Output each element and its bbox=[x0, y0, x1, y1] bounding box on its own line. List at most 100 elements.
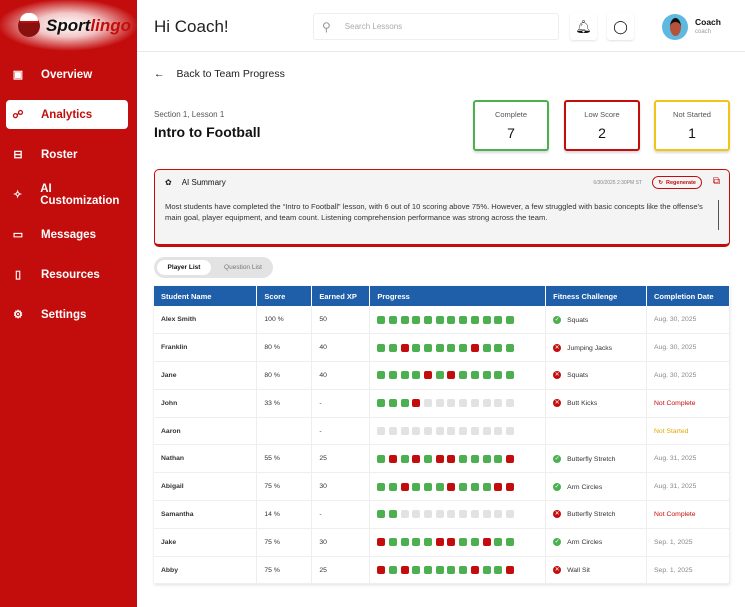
scrollbar[interactable] bbox=[718, 200, 719, 230]
earned-xp: - bbox=[311, 417, 371, 446]
sidebar-item-label: Analytics bbox=[41, 108, 93, 121]
earned-xp: - bbox=[311, 500, 371, 529]
sidebar-item-roster[interactable]: ⊟ Roster bbox=[6, 140, 128, 169]
progress-square-correct bbox=[470, 482, 479, 491]
column-header[interactable]: Student Name bbox=[154, 286, 258, 306]
fitness-challenge bbox=[545, 417, 648, 446]
completion-date: Aug. 30, 2025 bbox=[646, 306, 730, 335]
tab-player-list[interactable]: Player List bbox=[157, 260, 211, 275]
x-icon: ✕ bbox=[553, 399, 562, 408]
sidebar-item-analytics[interactable]: ☍ Analytics bbox=[6, 100, 128, 129]
progress-square-pending bbox=[412, 427, 421, 436]
score: 75 % bbox=[256, 528, 313, 557]
progress-square-correct bbox=[424, 482, 433, 491]
progress-square-correct bbox=[389, 538, 397, 547]
sidebar-item-messages[interactable]: ▭ Messages bbox=[6, 220, 128, 249]
completion-date: Not Complete bbox=[646, 500, 730, 529]
score: 14 % bbox=[256, 500, 313, 529]
progress bbox=[369, 333, 547, 363]
column-header[interactable]: Earned XP bbox=[311, 286, 371, 306]
progress-square-incorrect bbox=[435, 454, 444, 463]
back-link[interactable]: ← Back to Team Progress bbox=[154, 68, 285, 80]
column-header[interactable]: Completion Date bbox=[646, 286, 730, 306]
sidebar: Sportlingo ▣ Overview ☍ Analytics ⊟ Roster ✧ AI… bbox=[0, 0, 137, 607]
avatar[interactable] bbox=[662, 14, 688, 40]
fitness-name: Squats bbox=[567, 372, 589, 380]
table-row[interactable]: Aaron - Not Started bbox=[154, 417, 730, 446]
progress-square-pending bbox=[424, 399, 433, 408]
progress-square-correct bbox=[435, 482, 444, 491]
fitness-challenge: ✓ Arm Circles bbox=[545, 528, 648, 557]
progress-square-correct bbox=[482, 315, 491, 324]
column-header[interactable]: Fitness Challenge bbox=[545, 286, 648, 306]
stat-value: 7 bbox=[507, 125, 515, 141]
progress-square-incorrect bbox=[505, 482, 514, 491]
progress-square-correct bbox=[377, 454, 386, 463]
completion-date: Not Started bbox=[646, 417, 730, 446]
table-row[interactable]: Jake 75 % 30 ✓ Arm Circles Sep. 1, 2025 bbox=[154, 528, 730, 557]
regenerate-button[interactable]: ↻ Regenerate bbox=[652, 176, 702, 189]
progress-square-correct bbox=[389, 510, 397, 519]
sidebar-item-settings[interactable]: ⚙ Settings bbox=[6, 300, 128, 329]
tab-question-list[interactable]: Question List bbox=[224, 264, 262, 271]
stat-card-not-started[interactable]: Not Started 1 bbox=[654, 100, 730, 151]
progress-square-pending bbox=[435, 427, 444, 436]
progress-square-incorrect bbox=[447, 538, 456, 547]
score: 75 % bbox=[256, 472, 313, 502]
x-icon: ✕ bbox=[553, 510, 562, 519]
stat-card-low-score[interactable]: Low Score 2 bbox=[564, 100, 640, 151]
progress-square-correct bbox=[447, 343, 456, 352]
progress-square-pending bbox=[459, 510, 468, 519]
completion-date: Aug. 30, 2025 bbox=[646, 361, 730, 390]
column-header[interactable]: Progress bbox=[369, 286, 547, 306]
chat-icon: ◯ bbox=[613, 18, 628, 34]
progress-square-correct bbox=[435, 371, 444, 380]
score bbox=[256, 417, 313, 446]
x-icon: ✕ bbox=[553, 566, 562, 575]
student-name: Alex Smith bbox=[154, 306, 258, 335]
score: 55 % bbox=[256, 444, 313, 474]
progress-square-incorrect bbox=[470, 343, 479, 352]
progress-square-pending bbox=[482, 427, 491, 436]
earned-xp: 25 bbox=[311, 556, 371, 585]
sidebar-item-overview[interactable]: ▣ Overview bbox=[6, 60, 128, 89]
progress-square-correct bbox=[424, 566, 433, 575]
stat-label: Complete bbox=[494, 110, 528, 119]
table-row[interactable]: John 33 % - ✕ Butt Kicks Not Complete bbox=[154, 389, 730, 418]
progress-square-correct bbox=[494, 454, 503, 463]
progress-square-incorrect bbox=[505, 566, 514, 575]
progress-square-pending bbox=[459, 399, 468, 408]
completion-date: Sep. 1, 2025 bbox=[646, 528, 730, 557]
table-row[interactable]: Nathan 55 % 25 ✓ Butterfly Stretch Aug. 3… bbox=[154, 444, 730, 474]
sidebar-item-ai-customization[interactable]: ✧ AI Customization bbox=[6, 180, 128, 209]
sidebar-item-resources[interactable]: ▯ Resources bbox=[6, 260, 128, 289]
table-row[interactable]: Franklin 80 % 40 ✕ Jumping Jacks Aug. 30,… bbox=[154, 333, 730, 363]
stat-card-complete[interactable]: Complete 7 bbox=[473, 100, 549, 151]
progress-square-pending bbox=[470, 399, 479, 408]
column-header[interactable]: Score bbox=[256, 286, 313, 306]
progress-square-correct bbox=[412, 371, 421, 380]
logo[interactable]: Sportlingo bbox=[0, 0, 137, 51]
progress bbox=[369, 556, 547, 585]
notifications-button[interactable]: 🔔︎ bbox=[570, 13, 597, 40]
ai-icon: ✿ bbox=[165, 178, 172, 187]
table-row[interactable]: Samantha 14 % - ✕ Butterfly Stretch Not C… bbox=[154, 500, 730, 529]
fitness-name: Butterfly Stretch bbox=[567, 455, 616, 463]
completion-date: Aug. 30, 2025 bbox=[646, 333, 730, 363]
stat-label: Not Started bbox=[673, 110, 711, 119]
fitness-name: Arm Circles bbox=[567, 483, 603, 491]
messages-button[interactable]: ◯ bbox=[607, 13, 634, 40]
fitness-challenge: ✓ Arm Circles bbox=[545, 472, 648, 502]
progress-square-incorrect bbox=[447, 454, 456, 463]
progress bbox=[369, 444, 547, 474]
table-row[interactable]: Abby 75 % 25 ✕ Wall Sit Sep. 1, 2025 bbox=[154, 556, 730, 585]
progress-square-correct bbox=[389, 371, 397, 380]
search-input[interactable]: ⚲ Search Lessons bbox=[313, 13, 559, 40]
fitness-challenge: ✕ Butterfly Stretch bbox=[545, 500, 648, 529]
table-row[interactable]: Alex Smith 100 % 50 ✓ Squats Aug. 30, 202… bbox=[154, 306, 730, 335]
book-icon: ▯ bbox=[14, 269, 22, 281]
table-row[interactable]: Jane 80 % 40 ✕ Squats Aug. 30, 2025 bbox=[154, 361, 730, 390]
table-row[interactable]: Abigail 75 % 30 ✓ Arm Circles Aug. 31, 20… bbox=[154, 472, 730, 502]
user-role: coach bbox=[695, 29, 712, 35]
copy-icon[interactable]: ⧉ bbox=[712, 176, 720, 187]
